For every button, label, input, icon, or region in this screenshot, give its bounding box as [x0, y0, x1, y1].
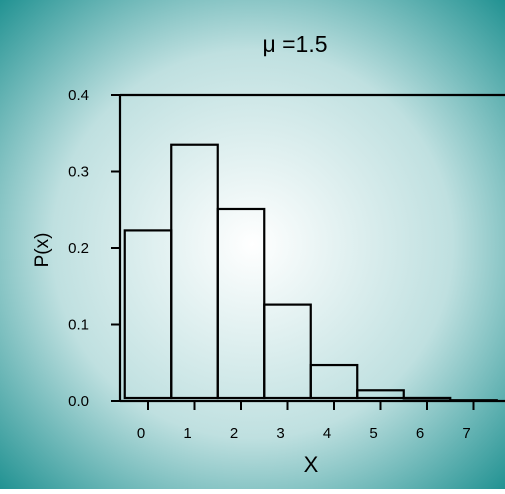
bar-5 [356, 389, 405, 400]
x-tick-label-3: 3 [276, 425, 284, 442]
x-tick-label-6: 6 [416, 425, 424, 442]
bar-6 [402, 396, 452, 400]
x-tick-label-5: 5 [369, 425, 377, 442]
bar-3 [263, 303, 312, 400]
y-tick-label-0.4: 0.4 [68, 87, 89, 104]
y-tick-label-0.0: 0.0 [68, 393, 89, 410]
y-tick-label-0.3: 0.3 [68, 164, 89, 181]
x-tick-label-2: 2 [230, 425, 238, 442]
x-tick-label-1: 1 [183, 425, 191, 442]
y-tick-label-0.1: 0.1 [68, 317, 89, 334]
x-tick-label-0: 0 [137, 425, 145, 442]
x-tick-labels: 0 1 2 3 4 5 6 7 [137, 425, 471, 442]
y-tick-labels: 0.0 0.1 0.2 0.3 0.4 [68, 87, 89, 410]
x-axis-label: X [304, 452, 319, 477]
axes-group [111, 93, 505, 410]
y-axis-label: P(x) [32, 233, 53, 268]
x-tick-label-7: 7 [462, 425, 470, 442]
chart-title: μ =1.5 [262, 31, 327, 57]
y-tick-label-0.2: 0.2 [68, 240, 89, 257]
bar-2 [216, 207, 266, 400]
bar-4 [309, 363, 359, 400]
x-tick-label-4: 4 [323, 425, 331, 442]
